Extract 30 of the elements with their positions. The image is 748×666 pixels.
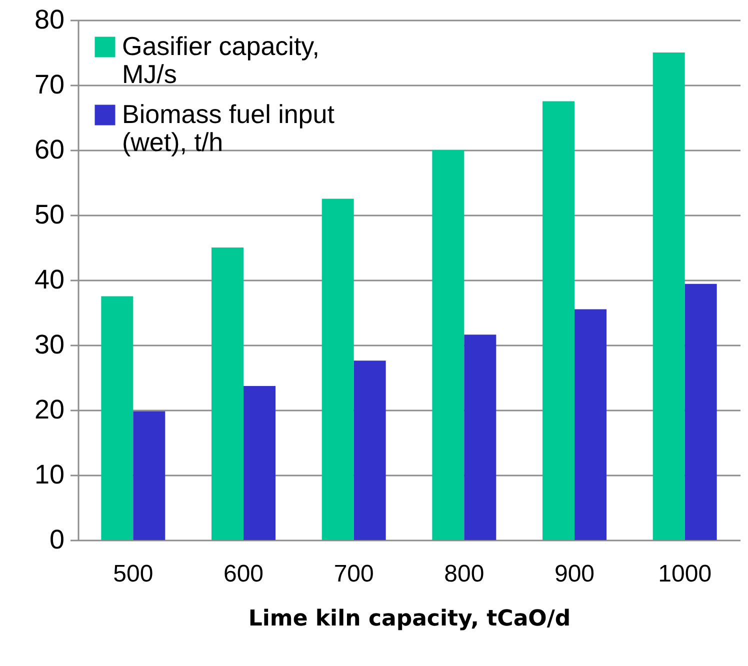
bar: [652, 52, 685, 540]
y-tick-label: 30: [34, 330, 64, 360]
x-tick-label: 1000: [658, 560, 712, 588]
bar: [432, 150, 464, 540]
bar: [464, 334, 496, 540]
y-tick-label: 60: [34, 134, 64, 164]
legend-label: Biomass fuel input (wet), t/h: [122, 99, 336, 157]
y-tick-label: 50: [34, 200, 64, 230]
legend-label: Gasifier capacity, MJ/s: [122, 31, 320, 89]
bar: [133, 411, 166, 540]
y-tick-label: 70: [34, 70, 64, 100]
bar: [244, 386, 276, 540]
y-tick-label: 20: [34, 394, 64, 424]
x-tick-label: 700: [334, 560, 374, 588]
x-tick-label: 900: [554, 560, 595, 588]
x-axis-title: Lime kiln capacity, tCaO/d: [248, 606, 571, 632]
bar: [574, 309, 606, 540]
y-tick-label: 40: [34, 264, 64, 294]
x-tick-label: 600: [223, 560, 264, 588]
bar: [322, 198, 354, 540]
y-tick-label: 0: [49, 524, 64, 554]
bar: [542, 101, 574, 540]
x-tick-label: 500: [113, 560, 154, 588]
bar: [101, 296, 134, 540]
y-tick-label: 10: [34, 460, 64, 490]
x-tick-label: 800: [444, 560, 484, 588]
bar: [684, 284, 717, 540]
y-tick-label: 80: [34, 4, 64, 34]
bar: [354, 360, 386, 540]
bar: [212, 248, 244, 540]
